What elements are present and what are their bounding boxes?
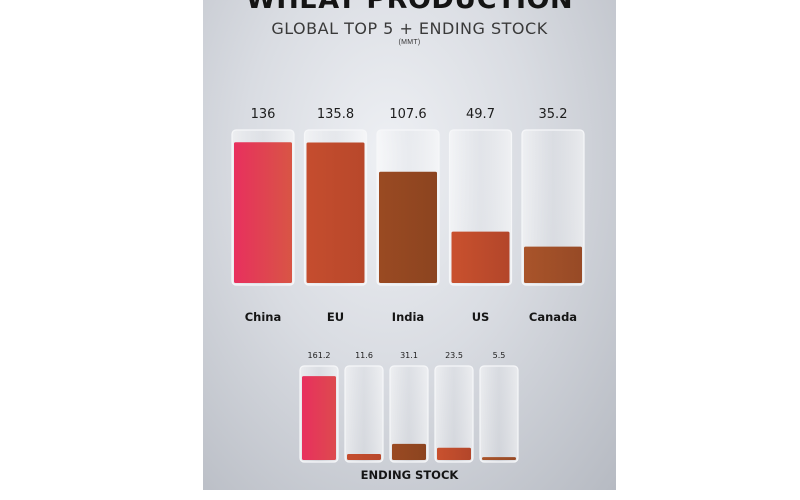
ending-stock-bar [482,457,516,460]
ending-stock-bar [347,453,381,460]
production-category-label: India [392,310,424,324]
production-category-label: US [472,310,490,324]
infographic-poster: WHEAT PRODUCTION GLOBAL TOP 5 + ENDING S… [203,0,616,490]
production-bar [234,142,292,283]
production-bar [306,142,365,283]
ending-stock-bar [392,443,426,460]
production-value-label: 35.2 [539,107,568,122]
ending-stock-value-label: 31.1 [400,351,418,360]
production-bar [379,171,437,283]
production-value-label: 49.7 [466,107,495,122]
production-category-label: EU [327,310,344,324]
production-category-label: China [245,310,282,324]
production-value-label: 136 [251,107,276,122]
ending-stock-value-label: 11.6 [355,351,373,360]
unit-label: (MMT) [398,39,421,46]
production-value-label: 135.8 [317,107,354,122]
ending-stock-title: ENDING STOCK [361,468,460,482]
production-value-label: 107.6 [389,107,426,122]
chart-svg: 136 China 135.8 EU 107.6 India 49.7 US 35.2 Canad… [231,107,585,482]
production-glass [521,129,585,286]
production-bar [451,231,510,283]
production-category-label: Canada [529,310,577,324]
production-bar [524,246,582,283]
ending-stock-glass [479,365,519,463]
ending-stock-value-label: 23.5 [445,351,463,360]
ending-stock-glass [389,365,429,463]
ending-stock-glass [344,365,384,463]
ending-stock-value-label: 161.2 [308,351,331,360]
ending-stock-value-label: 5.5 [493,351,506,360]
ending-stock-bar [437,447,471,460]
chart-subtitle: GLOBAL TOP 5 + ENDING STOCK [271,19,548,38]
ending-stock-bar [302,376,336,460]
chart-title: WHEAT PRODUCTION [203,0,616,15]
ending-stock-glass [434,365,474,463]
